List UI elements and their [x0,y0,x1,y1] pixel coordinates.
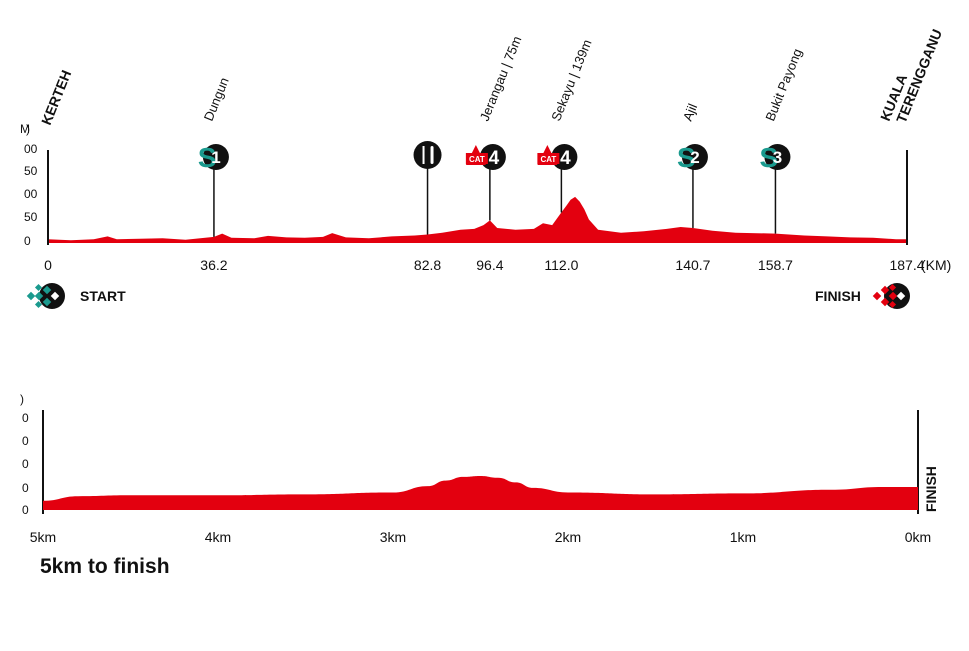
x-tick-label: 112.0 [544,257,578,273]
marker-climb: CAT 4 Jerangau | 75m [465,34,525,221]
y-tick-label-5km: 0 [22,481,29,495]
marker-climb: CAT 4 Sekayu | 139m [537,37,595,213]
place-label: Sekayu | 139m [548,37,594,123]
y-axis-ticks-5km: 0 0 0 0 0 [22,411,29,517]
knife-icon [430,146,434,164]
y-tick-label-5km: 0 [22,503,29,517]
marker-sprint: S3 Bukit Payong [759,46,805,234]
finish-legend: FINISH [815,283,910,309]
y-axis-ticks: 00 50 00 50 0 [24,142,38,248]
feed-zone-icon [413,141,442,169]
start-town: KERTEH [38,68,74,127]
sprint-letter: S [759,142,778,173]
sprint-letter: S [677,142,696,173]
marker-sprint: S1 Dungun [198,75,232,237]
finish-label: FINISH [815,288,861,304]
x-tick-label: 0 [44,257,52,273]
chart-title-5km: 5km to finish [40,555,170,578]
x-tick-label: 96.4 [476,257,503,273]
finish-vertical-label: FINISH [923,466,939,512]
start-legend: START [26,283,126,309]
place-label: Bukit Payong [762,46,805,123]
y-tick-label: 50 [24,164,38,178]
start-label: START [80,288,126,304]
x-tick-label: 187.4 [889,257,924,273]
x-tick-label: 36.2 [200,257,227,273]
climb-category-number: 4 [489,148,500,169]
climb-cat-box [465,153,488,164]
y-unit-fragment: ) [20,392,24,406]
x-axis-ticks: 0 36.2 82.8 96.4 112.0 140.7 158.7 187.4 [44,257,925,273]
x-tick-label: 140.7 [675,257,710,273]
x-tick-label: 158.7 [758,257,793,273]
sprint-badge-circle [764,144,791,170]
fork-icon [422,146,425,164]
place-label: Jerangau | 75m [477,34,525,123]
marker-sprint: S2 Ajil [677,101,708,228]
sprint-letter: S [198,142,217,173]
y-tick-label: 00 [24,187,38,201]
y-tick-label: 50 [24,210,38,224]
place-label: Ajil [680,101,700,123]
elevation-area [48,196,907,243]
y-tick-label-5km: 0 [22,457,29,471]
x-tick-label-5km: 4km [205,529,231,545]
sprint-number: 1 [211,148,220,167]
climb-cat-label: CAT [540,155,556,164]
x-tick-label-5km: 1km [730,529,756,545]
sprint-number: 3 [773,148,782,167]
x-tick-label-5km: 3km [380,529,406,545]
y-unit-label: M [20,122,30,136]
y-unit-paren: ) [26,122,30,136]
climb-cat-label: CAT [469,155,485,164]
x-tick-label: 82.8 [414,257,441,273]
x-tick-label-5km: 0km [905,529,931,545]
sprint-badge-circle [202,144,229,170]
x-tick-label-5km: 2km [555,529,581,545]
start-icon [26,283,65,309]
y-tick-label-5km: 0 [22,434,29,448]
last-5km-profile: ) 0 0 0 0 0 5km 4km 3km 2km 1km 0km FINISH 5km to… [20,392,939,578]
sprint-badge-circle [681,144,708,170]
x-unit-label: (KM) [921,257,951,273]
place-label: Dungun [201,75,232,123]
elevation-area-5km [43,476,918,510]
y-tick-label: 0 [24,234,31,248]
x-axis-ticks-5km: 5km 4km 3km 2km 1km 0km [30,529,931,545]
sprint-number: 2 [690,148,699,167]
finish-icon [872,283,910,309]
x-tick-label-5km: 5km [30,529,56,545]
climb-cat-box [537,153,560,164]
marker-feed [413,141,442,235]
y-tick-label-5km: 0 [22,411,29,425]
y-tick-label: 00 [24,142,38,156]
climb-category-number: 4 [560,148,571,169]
